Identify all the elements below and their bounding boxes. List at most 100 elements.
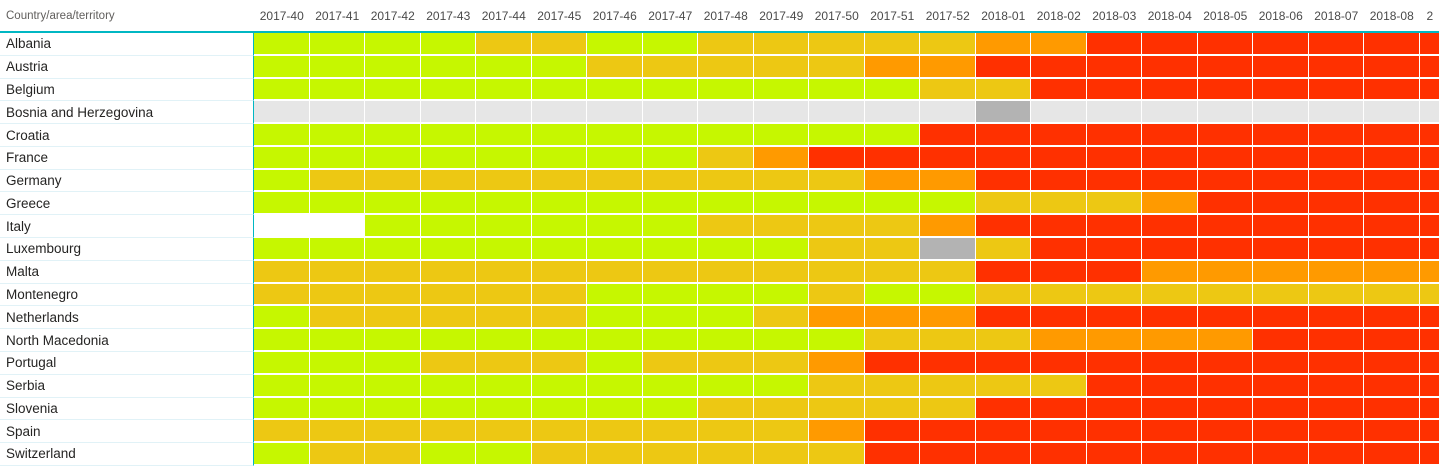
heatmap-cell-green-low[interactable]	[642, 329, 698, 352]
heatmap-cell-green-low[interactable]	[642, 146, 698, 170]
heatmap-cell-yellow-medium[interactable]	[698, 146, 754, 170]
heatmap-cell-red-very-high[interactable]	[1364, 306, 1420, 330]
heatmap-cell-green-low[interactable]	[753, 238, 809, 261]
heatmap-cell-yellow-medium[interactable]	[809, 397, 865, 421]
heatmap-cell-red-very-high[interactable]	[1253, 192, 1309, 216]
heatmap-cell-red-very-high[interactable]	[1086, 78, 1142, 102]
heatmap-cell-yellow-medium[interactable]	[698, 260, 754, 284]
heatmap-cell-yellow-medium[interactable]	[698, 351, 754, 375]
heatmap-cell-yellow-medium[interactable]	[309, 306, 365, 330]
heatmap-cell-red-very-high[interactable]	[975, 260, 1031, 284]
heatmap-cell-green-low[interactable]	[476, 238, 532, 261]
heatmap-cell-green-low[interactable]	[420, 238, 476, 261]
heatmap-cell-red-very-high[interactable]	[1086, 169, 1142, 193]
heatmap-cell-red-very-high[interactable]	[1031, 55, 1087, 79]
heatmap-cell-red-very-high[interactable]	[1364, 420, 1420, 444]
heatmap-cell-yellow-medium[interactable]	[642, 260, 698, 284]
heatmap-cell-gray-dark-no-report[interactable]	[975, 101, 1031, 125]
heatmap-cell-green-low[interactable]	[531, 78, 587, 102]
heatmap-cell-green-low[interactable]	[698, 124, 754, 147]
column-header[interactable]: 2018-06	[1258, 8, 1303, 23]
heatmap-cell-yellow-medium[interactable]	[420, 260, 476, 284]
heatmap-cell-red-very-high[interactable]	[975, 215, 1031, 239]
heatmap-cell-green-low[interactable]	[587, 33, 643, 56]
heatmap-cell-green-low[interactable]	[420, 124, 476, 147]
heatmap-cell-yellow-medium[interactable]	[809, 169, 865, 193]
heatmap-cell-orange-high[interactable]	[1142, 192, 1198, 216]
heatmap-cell-yellow-medium[interactable]	[587, 260, 643, 284]
row-label[interactable]: Spain	[0, 420, 254, 444]
heatmap-cell-yellow-medium[interactable]	[920, 397, 976, 421]
heatmap-cell-yellow-medium[interactable]	[698, 215, 754, 239]
heatmap-cell-green-low[interactable]	[476, 215, 532, 239]
heatmap-cell-green-low[interactable]	[420, 329, 476, 352]
heatmap-cell-red-very-high[interactable]	[1086, 146, 1142, 170]
heatmap-cell-red-very-high[interactable]	[1253, 443, 1309, 466]
heatmap-cell-red-very-high[interactable]	[1031, 260, 1087, 284]
heatmap-cell-green-low[interactable]	[753, 124, 809, 147]
heatmap-cell-gray-no-data[interactable]	[1364, 101, 1420, 125]
heatmap-cell-green-low[interactable]	[587, 192, 643, 216]
heatmap-cell-red-very-high[interactable]	[1419, 146, 1439, 170]
heatmap-cell-yellow-medium[interactable]	[642, 443, 698, 466]
heatmap-cell-red-very-high[interactable]	[1197, 192, 1253, 216]
heatmap-cell-red-very-high[interactable]	[1031, 397, 1087, 421]
heatmap-cell-red-very-high[interactable]	[920, 420, 976, 444]
heatmap-cell-green-low[interactable]	[698, 238, 754, 261]
heatmap-cell-yellow-medium[interactable]	[587, 443, 643, 466]
heatmap-cell-yellow-medium[interactable]	[365, 443, 421, 466]
heatmap-cell-green-low[interactable]	[698, 329, 754, 352]
heatmap-cell-gray-dark-no-report[interactable]	[920, 238, 976, 261]
heatmap-cell-yellow-medium[interactable]	[864, 33, 920, 56]
heatmap-cell-green-low[interactable]	[698, 78, 754, 102]
heatmap-cell-red-very-high[interactable]	[1086, 397, 1142, 421]
heatmap-cell-yellow-medium[interactable]	[420, 306, 476, 330]
heatmap-cell-orange-high[interactable]	[864, 55, 920, 79]
heatmap-cell-red-very-high[interactable]	[1419, 397, 1439, 421]
heatmap-cell-yellow-medium[interactable]	[254, 420, 310, 444]
heatmap-cell-red-very-high[interactable]	[1308, 374, 1364, 398]
heatmap-cell-yellow-medium[interactable]	[365, 420, 421, 444]
heatmap-cell-green-low[interactable]	[309, 33, 365, 56]
heatmap-cell-green-low[interactable]	[476, 374, 532, 398]
heatmap-cell-orange-high[interactable]	[753, 146, 809, 170]
heatmap-cell-yellow-medium[interactable]	[476, 260, 532, 284]
heatmap-cell-green-low[interactable]	[864, 124, 920, 147]
heatmap-cell-orange-high[interactable]	[864, 306, 920, 330]
heatmap-cell-yellow-medium[interactable]	[753, 306, 809, 330]
heatmap-cell-yellow-medium[interactable]	[1031, 283, 1087, 307]
heatmap-cell-green-low[interactable]	[420, 33, 476, 56]
heatmap-cell-green-low[interactable]	[476, 124, 532, 147]
heatmap-cell-gray-no-data[interactable]	[587, 101, 643, 125]
heatmap-cell-green-low[interactable]	[531, 55, 587, 79]
column-header[interactable]: 2018-04	[1147, 8, 1192, 23]
heatmap-cell-red-very-high[interactable]	[1364, 397, 1420, 421]
heatmap-cell-red-very-high[interactable]	[1364, 124, 1420, 147]
heatmap-cell-yellow-medium[interactable]	[975, 283, 1031, 307]
heatmap-cell-yellow-medium[interactable]	[476, 351, 532, 375]
heatmap-cell-red-very-high[interactable]	[1364, 169, 1420, 193]
heatmap-cell-green-low[interactable]	[365, 397, 421, 421]
heatmap-cell-red-very-high[interactable]	[1364, 374, 1420, 398]
heatmap-cell-orange-high[interactable]	[809, 306, 865, 330]
heatmap-cell-green-low[interactable]	[309, 238, 365, 261]
heatmap-cell-yellow-medium[interactable]	[531, 443, 587, 466]
heatmap-cell-red-very-high[interactable]	[1197, 215, 1253, 239]
heatmap-cell-green-low[interactable]	[809, 192, 865, 216]
column-header[interactable]: 2017-45	[537, 8, 582, 23]
heatmap-cell-yellow-medium[interactable]	[365, 283, 421, 307]
heatmap-cell-green-low[interactable]	[587, 397, 643, 421]
heatmap-cell-red-very-high[interactable]	[975, 351, 1031, 375]
heatmap-cell-green-low[interactable]	[587, 215, 643, 239]
heatmap-cell-yellow-medium[interactable]	[1142, 283, 1198, 307]
heatmap-cell-red-very-high[interactable]	[1142, 33, 1198, 56]
heatmap-cell-gray-no-data[interactable]	[365, 101, 421, 125]
heatmap-cell-yellow-medium[interactable]	[531, 351, 587, 375]
heatmap-cell-yellow-medium[interactable]	[309, 260, 365, 284]
heatmap-cell-green-low[interactable]	[420, 374, 476, 398]
heatmap-cell-green-low[interactable]	[254, 397, 310, 421]
heatmap-cell-green-low[interactable]	[642, 124, 698, 147]
heatmap-cell-orange-high[interactable]	[1197, 260, 1253, 284]
heatmap-cell-yellow-medium[interactable]	[864, 329, 920, 352]
heatmap-cell-red-very-high[interactable]	[1308, 420, 1364, 444]
